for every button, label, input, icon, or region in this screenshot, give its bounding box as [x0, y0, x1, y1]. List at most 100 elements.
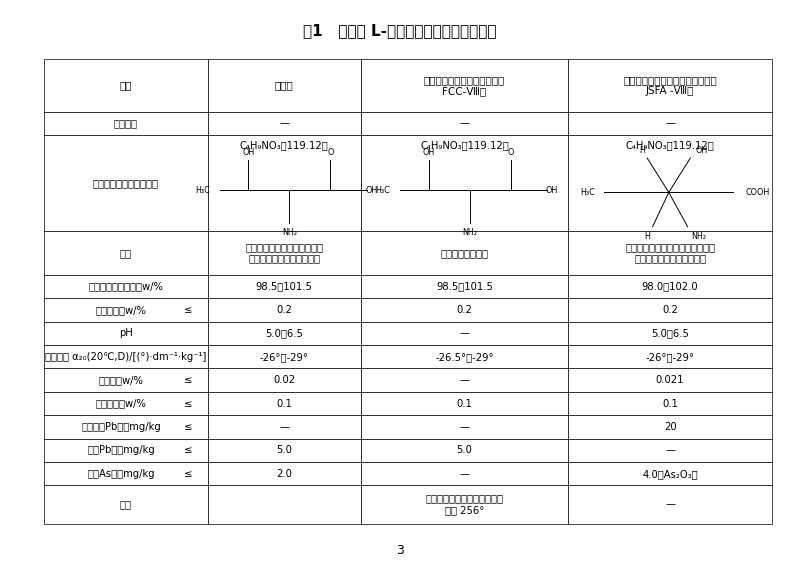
Text: 含量（以干基计），w/%: 含量（以干基计），w/% — [89, 281, 163, 291]
Text: OH: OH — [695, 146, 707, 155]
Bar — [44, 345, 208, 368]
Bar — [208, 439, 361, 462]
Text: C₄H₉NO₃（119.12）: C₄H₉NO₃（119.12） — [240, 140, 329, 151]
Text: 铅（Pb），mg/kg: 铅（Pb），mg/kg — [87, 445, 155, 455]
Bar — [568, 135, 772, 230]
Text: OH: OH — [242, 148, 254, 157]
Text: -26.5°～-29°: -26.5°～-29° — [435, 351, 494, 362]
Text: 备注: 备注 — [120, 499, 132, 509]
Bar — [568, 112, 772, 135]
Bar — [44, 439, 208, 462]
Text: 重金属（Pb），mg/kg: 重金属（Pb），mg/kg — [81, 422, 161, 432]
Text: ≤: ≤ — [184, 469, 192, 479]
Bar — [44, 112, 208, 135]
Text: 易溶于水，不溶于酒精；燔点
约为 256°: 易溶于水，不溶于酒精；燔点 约为 256° — [426, 494, 503, 515]
Bar — [44, 462, 208, 486]
Bar — [44, 275, 208, 298]
Text: O: O — [507, 148, 514, 157]
Bar — [44, 321, 208, 345]
Text: H₃C: H₃C — [581, 188, 595, 197]
Text: 白色结晶性粉末。: 白色结晶性粉末。 — [441, 248, 489, 258]
Text: H₃C: H₃C — [375, 186, 390, 195]
Bar — [568, 415, 772, 439]
Text: 3: 3 — [396, 544, 404, 557]
Text: 0.2: 0.2 — [276, 305, 292, 315]
Bar — [208, 135, 361, 230]
Text: OH: OH — [422, 148, 434, 157]
Bar — [568, 298, 772, 321]
Bar — [208, 392, 361, 415]
Text: 本标准: 本标准 — [275, 80, 294, 91]
Text: ≤: ≤ — [184, 398, 192, 409]
Bar — [361, 345, 568, 368]
Bar — [361, 59, 568, 112]
Text: 白色结晶或结晶性粉末，无气
味或具有淡淡的特殊气味。: 白色结晶或结晶性粉末，无气 味或具有淡淡的特殊气味。 — [246, 242, 323, 264]
Text: 日本食品添加物公定书（第八版，
JSFA -Ⅷ）: 日本食品添加物公定书（第八版， JSFA -Ⅷ） — [623, 75, 717, 96]
Text: -26°～-29°: -26°～-29° — [260, 351, 309, 362]
Bar — [568, 368, 772, 392]
Text: C₄H₉NO₃（119.12）: C₄H₉NO₃（119.12） — [420, 140, 509, 151]
Text: —: — — [459, 375, 470, 385]
Bar — [208, 368, 361, 392]
Bar — [208, 321, 361, 345]
Bar — [208, 275, 361, 298]
Text: 表1   国内外 L-苏氨酸标准技术指标对比表: 表1 国内外 L-苏氨酸标准技术指标对比表 — [303, 24, 497, 38]
Bar — [361, 135, 568, 230]
Bar — [568, 59, 772, 112]
Text: C₄H₉NO₃（119.12）: C₄H₉NO₃（119.12） — [626, 140, 714, 151]
Bar — [568, 230, 772, 275]
Text: ≤: ≤ — [184, 375, 192, 385]
Bar — [208, 462, 361, 486]
Bar — [361, 486, 568, 524]
Text: 98.0～102.0: 98.0～102.0 — [642, 281, 698, 291]
Text: pH: pH — [119, 328, 133, 338]
Text: 灸烧残渣，w/%: 灸烧残渣，w/% — [95, 398, 146, 409]
Bar — [208, 298, 361, 321]
Text: 比旋光度 α₂₀(20℃,D)/[(°)·dm⁻¹·kg⁻¹]: 比旋光度 α₂₀(20℃,D)/[(°)·dm⁻¹·kg⁻¹] — [46, 351, 206, 362]
Bar — [44, 486, 208, 524]
Bar — [44, 59, 208, 112]
Text: 5.0: 5.0 — [276, 445, 292, 455]
Bar — [361, 230, 568, 275]
Bar — [208, 59, 361, 112]
Text: ≤: ≤ — [184, 445, 192, 455]
Text: NH₂: NH₂ — [691, 231, 706, 241]
Text: 2.0: 2.0 — [276, 469, 292, 479]
Text: 0.1: 0.1 — [457, 398, 472, 409]
Text: 4.0（As₂O₃）: 4.0（As₂O₃） — [642, 469, 698, 479]
Text: —: — — [665, 118, 675, 128]
Bar — [568, 345, 772, 368]
Bar — [361, 112, 568, 135]
Text: 0.1: 0.1 — [276, 398, 292, 409]
Text: H: H — [639, 146, 645, 155]
Text: H: H — [644, 231, 650, 241]
Text: H₃C: H₃C — [195, 186, 210, 195]
Bar — [568, 486, 772, 524]
Text: 美国食品化学法典（第八版，
FCC-Ⅷ）: 美国食品化学法典（第八版， FCC-Ⅷ） — [424, 75, 505, 96]
Bar — [44, 368, 208, 392]
Text: —: — — [459, 469, 470, 479]
Bar — [44, 415, 208, 439]
Bar — [361, 439, 568, 462]
Text: O: O — [327, 148, 334, 157]
Bar — [208, 345, 361, 368]
Bar — [44, 392, 208, 415]
Text: 0.2: 0.2 — [457, 305, 472, 315]
Text: 氯化物，w/%: 氯化物，w/% — [98, 375, 143, 385]
Text: ≤: ≤ — [184, 422, 192, 432]
Text: 20: 20 — [664, 422, 676, 432]
Text: OH: OH — [366, 186, 378, 195]
Text: 感官: 感官 — [120, 248, 132, 258]
Text: —: — — [459, 118, 470, 128]
Text: 分子式、分子量、结构式: 分子式、分子量、结构式 — [93, 178, 159, 188]
Bar — [361, 321, 568, 345]
Bar — [44, 298, 208, 321]
Bar — [361, 415, 568, 439]
Bar — [568, 392, 772, 415]
Text: 干燥减量，w/%: 干燥减量，w/% — [95, 305, 146, 315]
Bar — [568, 321, 772, 345]
Text: 生产工艺: 生产工艺 — [114, 118, 138, 128]
Text: OH: OH — [546, 186, 558, 195]
Text: 0.1: 0.1 — [662, 398, 678, 409]
Bar — [568, 275, 772, 298]
